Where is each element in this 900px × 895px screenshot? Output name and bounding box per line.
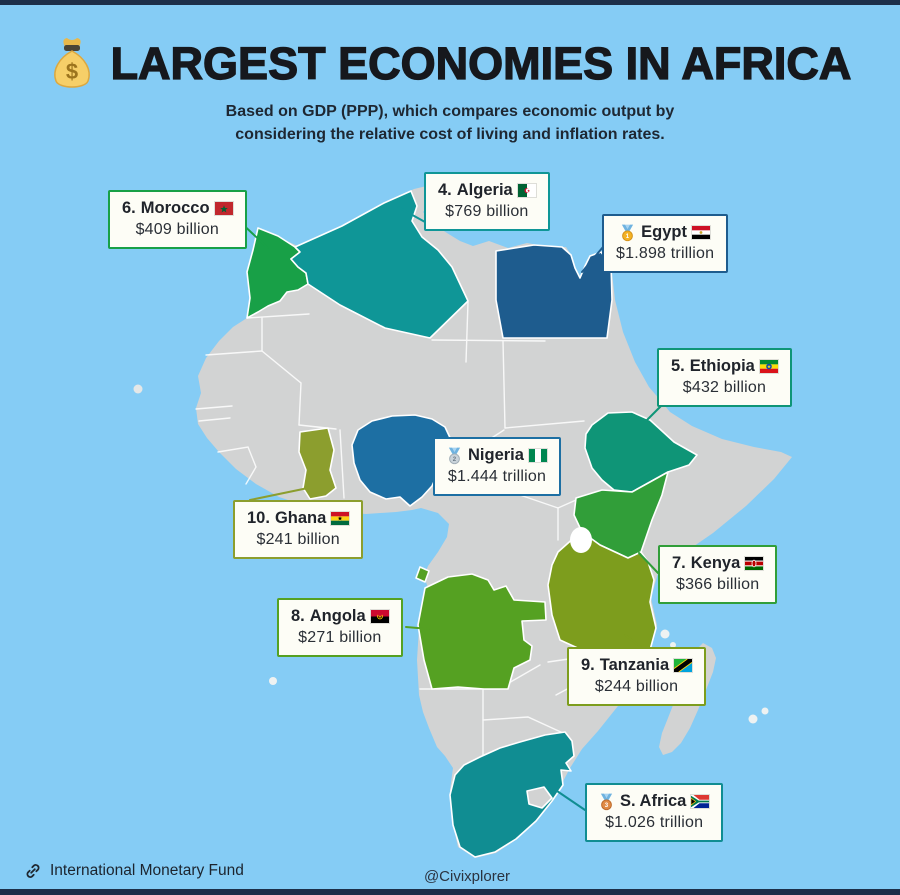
- country-value: $366 billion: [675, 576, 760, 593]
- morocco-flag-icon: [213, 201, 234, 216]
- bottom-frame-bar: [0, 889, 900, 895]
- footer-source-label: International Monetary Fund: [50, 862, 244, 879]
- gold-medal-icon: 1: [620, 224, 635, 242]
- angola-flag-icon: [369, 609, 390, 624]
- lake-victoria: [570, 527, 592, 553]
- subtitle-line1: Based on GDP (PPP), which compares econo…: [225, 103, 675, 120]
- country-name: Algeria: [456, 181, 513, 199]
- bronze-medal-icon: 3: [599, 793, 614, 811]
- country-value: $1.444 trillion: [447, 468, 547, 485]
- svg-text:$: $: [65, 59, 77, 84]
- header: $ LARGEST ECONOMIES IN AFRICA: [0, 36, 900, 92]
- country-value: $1.898 trillion: [616, 245, 715, 262]
- country-value: $241 billion: [256, 531, 340, 548]
- country-name: S. Africa: [620, 792, 687, 810]
- svg-text:2: 2: [453, 456, 457, 463]
- island-dots: [133, 384, 769, 724]
- rank-label: 5.: [671, 357, 685, 375]
- map-country-egypt: [495, 244, 613, 339]
- south-africa-flag-icon: [690, 794, 711, 809]
- tanzania-flag-icon: [673, 658, 694, 673]
- footer-source: International Monetary Fund: [24, 862, 244, 880]
- country-value: $1.026 trillion: [605, 814, 704, 831]
- callout-tanzania: 9. Tanzania $244 billion: [567, 647, 707, 706]
- rank-label: 10.: [247, 509, 270, 527]
- country-name: Nigeria: [468, 446, 524, 464]
- svg-text:1: 1: [626, 233, 630, 240]
- country-value: $769 billion: [445, 203, 529, 220]
- svg-text:3: 3: [605, 802, 609, 809]
- callout-south-africa: 3 S. Africa $1.026 trillion: [585, 783, 724, 842]
- egypt-flag-icon: [691, 225, 711, 240]
- callout-angola: 8. Angola $271 billion: [277, 598, 403, 657]
- map-country-angola-cabinda: [415, 566, 430, 583]
- rank-label: 6.: [122, 199, 136, 217]
- top-frame-bar: [0, 0, 900, 5]
- subtitle: Based on GDP (PPP), which compares econo…: [0, 100, 900, 146]
- country-name: Tanzania: [599, 656, 670, 674]
- country-value: $271 billion: [298, 629, 382, 646]
- rank-label: 8.: [291, 607, 305, 625]
- country-name: Angola: [309, 607, 366, 625]
- page-title: LARGEST ECONOMIES IN AFRICA: [110, 37, 852, 89]
- rank-label: 9.: [581, 656, 595, 674]
- callout-algeria: 4. Algeria $769 billion: [424, 172, 550, 231]
- map-lesotho-enclave: [526, 786, 553, 809]
- link-icon: [24, 862, 42, 880]
- money-bag-icon: $: [49, 36, 95, 92]
- callout-kenya: 7. Kenya $366 billion: [658, 545, 778, 604]
- map-country-tanzania: [547, 531, 657, 659]
- silver-medal-icon: 2: [447, 447, 462, 465]
- country-value: $432 billion: [682, 379, 767, 396]
- africa-continent: [196, 185, 792, 858]
- map-country-algeria: [290, 190, 469, 339]
- country-name: Morocco: [140, 199, 210, 217]
- map-country-angola: [417, 573, 547, 690]
- callout-egypt: 1 Egypt $1.898 trillion: [602, 214, 729, 273]
- map-country-ghana: [298, 427, 337, 500]
- country-name: Egypt: [641, 223, 687, 241]
- country-value: $244 billion: [594, 678, 679, 695]
- callout-ethiopia: 5. Ethiopia $432 billion: [657, 348, 792, 407]
- rank-label: 4.: [438, 181, 452, 199]
- callout-nigeria: 2 Nigeria $1.444 trillion: [433, 437, 561, 496]
- callout-morocco: 6. Morocco $409 billion: [108, 190, 247, 249]
- country-value: $409 billion: [135, 221, 219, 238]
- country-name: Ethiopia: [689, 357, 755, 375]
- ethiopia-flag-icon: [758, 359, 779, 374]
- rank-label: 7.: [672, 554, 686, 572]
- subtitle-line2: considering the relative cost of living …: [235, 126, 665, 144]
- ghana-flag-icon: [330, 511, 351, 526]
- map-country-south-africa: [449, 731, 575, 858]
- footer-credit: @Civixplorer: [423, 868, 511, 885]
- callout-ghana: 10. Ghana $241 billion: [233, 500, 364, 559]
- country-name: Kenya: [690, 554, 741, 572]
- kenya-flag-icon: [744, 556, 765, 571]
- nigeria-flag-icon: [527, 448, 548, 463]
- algeria-flag-icon: [516, 183, 537, 198]
- country-name: Ghana: [274, 509, 327, 527]
